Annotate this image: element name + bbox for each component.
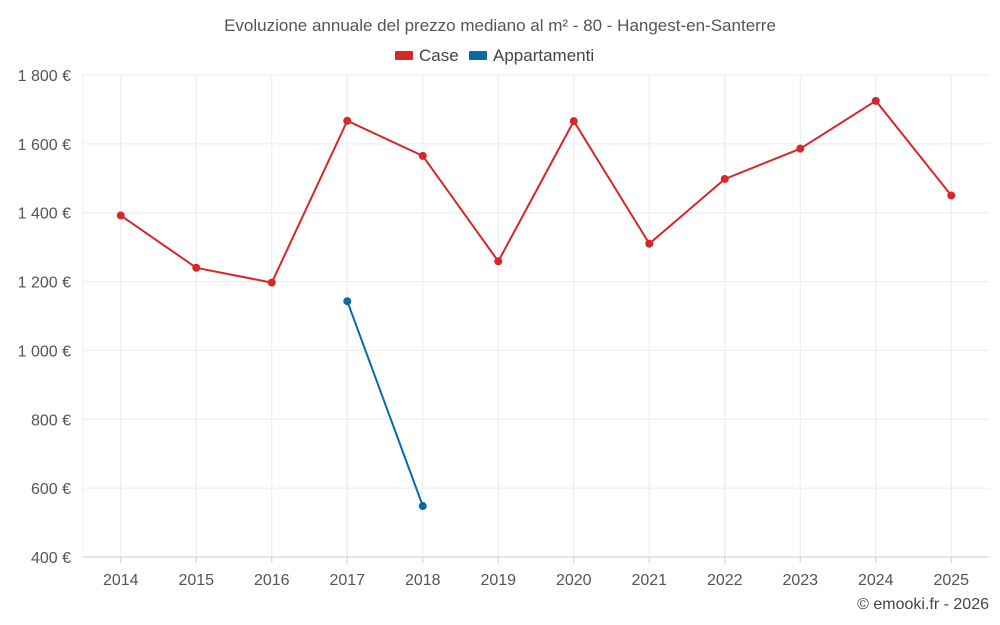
- x-tick-label: 2024: [858, 572, 894, 589]
- axes: 400 € 600 € 800 € 1 000 € 1 200 € 1 400 € 1 60…: [18, 68, 989, 589]
- x-tick-label: 2022: [707, 572, 743, 589]
- data-point-case-2023[interactable]: [796, 144, 805, 153]
- y-tick-label: 1 600 €: [18, 137, 71, 154]
- series-layer: [116, 96, 956, 511]
- legend-item-appartamenti[interactable]: Appartamenti: [469, 46, 594, 65]
- x-tick-label: 2023: [782, 572, 818, 589]
- x-tick-label: 2018: [405, 572, 441, 589]
- legend-item-case[interactable]: Case: [395, 46, 459, 65]
- data-point-case-2020[interactable]: [569, 117, 578, 126]
- x-tick-label: 2019: [480, 572, 516, 589]
- x-tick-label: 2016: [254, 572, 290, 589]
- legend-swatch: [469, 51, 487, 60]
- x-tick-label: 2014: [103, 572, 139, 589]
- grid: [83, 74, 989, 557]
- chart-title: Evoluzione annuale del prezzo mediano al…: [224, 16, 776, 35]
- x-tick-label: 2015: [178, 572, 214, 589]
- legend-swatch: [395, 51, 413, 60]
- x-tick-label: 2017: [329, 572, 365, 589]
- y-tick-label: 1 200 €: [18, 275, 71, 292]
- credit-text: © emooki.fr - 2026: [857, 596, 989, 613]
- data-point-case-2019[interactable]: [494, 257, 503, 266]
- y-tick-label: 600 €: [31, 481, 71, 498]
- legend-label: Case: [419, 46, 459, 65]
- y-tick-label: 800 €: [31, 412, 71, 429]
- data-point-case-2022[interactable]: [720, 174, 729, 183]
- data-point-case-2014[interactable]: [116, 211, 125, 220]
- data-point-case-2024[interactable]: [871, 96, 880, 105]
- series-line-case: [120, 99, 953, 284]
- data-point-case-2018[interactable]: [418, 151, 427, 160]
- legend-label: Appartamenti: [493, 46, 594, 65]
- data-point-case-2025[interactable]: [947, 191, 956, 200]
- x-tick-label: 2020: [556, 572, 592, 589]
- data-point-appartamenti-2017[interactable]: [343, 297, 352, 306]
- data-point-appartamenti-2018[interactable]: [418, 502, 427, 511]
- y-tick-label: 1 800 €: [18, 68, 71, 85]
- data-point-case-2016[interactable]: [267, 278, 276, 287]
- y-tick-label: 1 400 €: [18, 206, 71, 223]
- x-tick-label: 2025: [933, 572, 969, 589]
- series-line-appartamenti: [346, 300, 424, 507]
- data-point-case-2015[interactable]: [192, 263, 201, 272]
- legend: Case Appartamenti: [395, 46, 594, 65]
- data-point-case-2017[interactable]: [343, 116, 352, 125]
- y-tick-label: 400 €: [31, 550, 71, 567]
- x-tick-label: 2021: [631, 572, 667, 589]
- data-point-case-2021[interactable]: [645, 239, 654, 248]
- y-tick-label: 1 000 €: [18, 343, 71, 360]
